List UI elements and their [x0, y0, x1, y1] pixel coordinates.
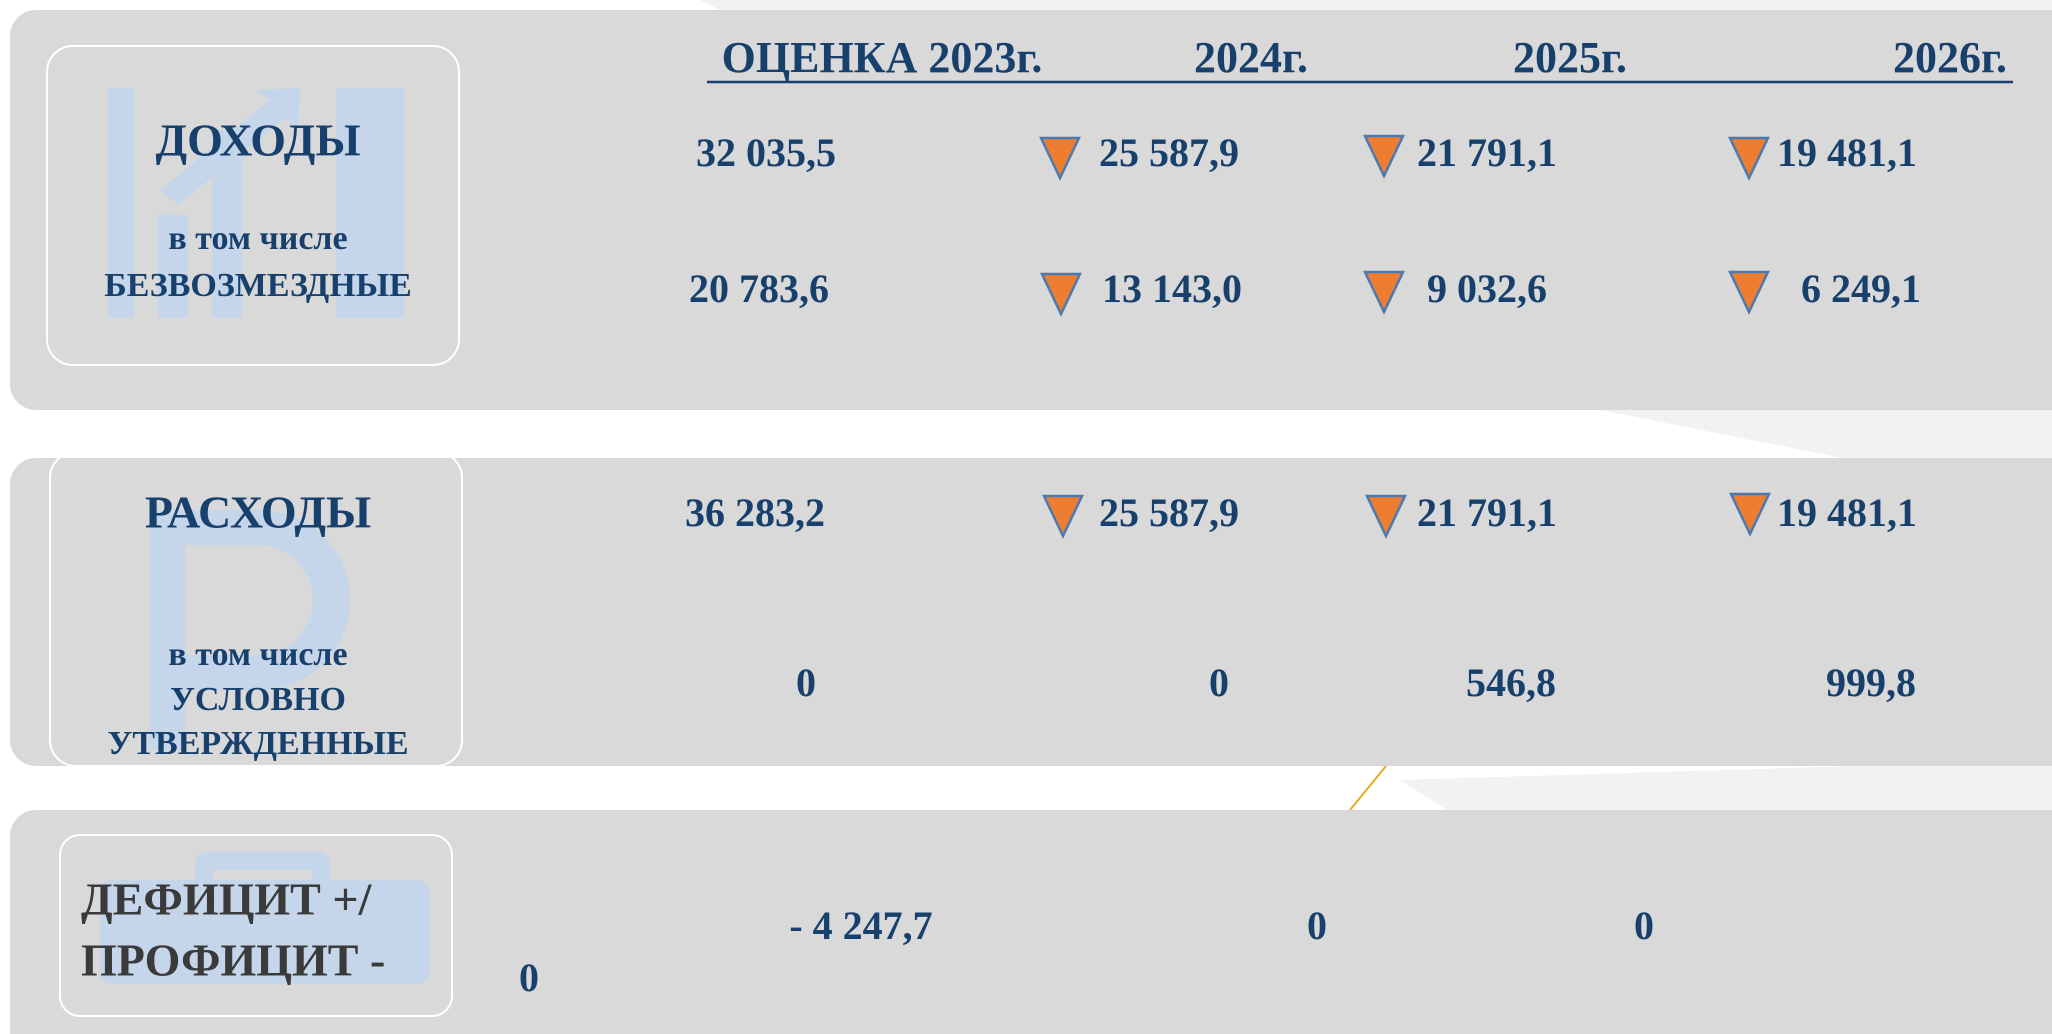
row-label: РАСХОДЫ: [145, 487, 371, 538]
value: - 4 247,7: [789, 903, 932, 948]
value: 9 032,6: [1427, 266, 1547, 311]
decrease-markers: [1039, 134, 1771, 539]
connector: [1349, 765, 1387, 811]
income-box: [46, 45, 460, 366]
row-label: ПРОФИЦИТ -: [81, 935, 385, 986]
column-header: 2024г.: [1194, 33, 1308, 82]
value: 0: [1307, 903, 1327, 948]
value: 999,8: [1826, 660, 1916, 705]
value: 36 283,2: [685, 490, 825, 535]
value: 19 481,1: [1777, 490, 1917, 535]
value: 0: [796, 660, 816, 705]
value: 19 481,1: [1777, 130, 1917, 175]
expenses-box: [49, 451, 463, 767]
value: 25 587,9: [1099, 490, 1239, 535]
value: 21 791,1: [1417, 490, 1557, 535]
row-label: ДОХОДЫ: [155, 115, 360, 166]
column-header: 2025г.: [1513, 33, 1627, 82]
balance-box: [59, 834, 453, 1017]
expenses-panel: [10, 458, 2052, 766]
value: 32 035,5: [696, 130, 836, 175]
value: 6 249,1: [1801, 266, 1921, 311]
value: 20 783,6: [689, 266, 829, 311]
income-icon: [108, 88, 404, 318]
column-header: 2026г.: [1893, 33, 2007, 82]
value: 21 791,1: [1417, 130, 1557, 175]
row-sublabel: УТВЕРЖДЕННЫЕ: [107, 725, 408, 762]
column-header: ОЦЕНКА 2023г.: [722, 33, 1043, 82]
row-sublabel: УСЛОВНО: [170, 681, 346, 718]
value: 0: [1209, 660, 1229, 705]
expenses-icon: [150, 510, 350, 750]
balance-panel: [10, 810, 2052, 1034]
value: 13 143,0: [1102, 266, 1242, 311]
row-sublabel: в том числе: [168, 220, 347, 257]
income-panel: [10, 10, 2052, 410]
row-sublabel: БЕЗВОЗМЕЗДНЫЕ: [104, 267, 412, 304]
value: 546,8: [1466, 660, 1556, 705]
row-label: ДЕФИЦИТ +/: [81, 874, 373, 925]
row-sublabel: в том числе: [168, 636, 347, 673]
value: 0: [519, 955, 539, 1000]
balance-icon: [100, 852, 430, 984]
value: 0: [1634, 903, 1654, 948]
value: 25 587,9: [1099, 130, 1239, 175]
